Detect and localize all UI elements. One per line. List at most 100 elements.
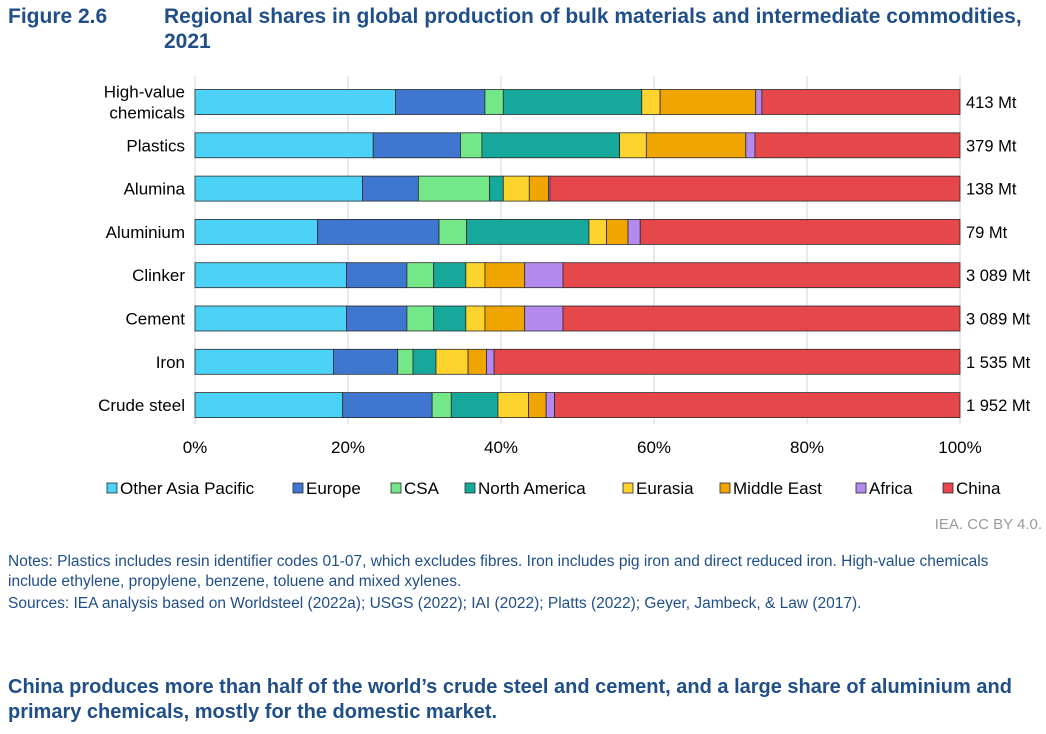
bar-segment: [524, 305, 564, 332]
x-tick-label: 80%: [790, 438, 824, 457]
bar-segment: [406, 262, 435, 289]
bar-segment: [524, 262, 564, 289]
bar-segment: [484, 262, 526, 289]
bar-segment: [346, 262, 408, 289]
bar-segment: [194, 218, 318, 245]
bar-segment: [659, 89, 757, 115]
bar-segment: [606, 218, 629, 245]
bar-segment: [460, 132, 483, 159]
bar-segment: [406, 305, 435, 332]
bar-segment: [562, 305, 961, 332]
key-takeaway: China produces more than half of the wor…: [8, 676, 1012, 723]
total-label: 379 Mt: [966, 137, 1017, 155]
bar-segment: [641, 89, 661, 115]
total-label: 413 Mt: [966, 94, 1017, 112]
bar-segment: [412, 348, 437, 375]
bar-segment: [194, 262, 347, 289]
total-labels: 413 Mt 379 Mt 138 Mt 79 Mt 3 089 Mt 3 089 Mt 1…: [966, 94, 1031, 415]
bar-segment: [194, 305, 347, 332]
legend-label: North America: [478, 479, 586, 498]
total-label: 79 Mt: [966, 224, 1008, 242]
bar-segment: [489, 175, 504, 202]
bar-segment: [435, 348, 469, 375]
bar-segment: [645, 132, 747, 159]
bar-segment: [433, 305, 467, 332]
total-label: 3 089 Mt: [966, 311, 1031, 329]
bar-segment: [194, 132, 374, 159]
bar-segment: [417, 175, 490, 202]
total-label: 138 Mt: [966, 181, 1017, 199]
figure-title: Regional shares in global production of …: [164, 5, 1022, 53]
legend-label: Middle East: [733, 479, 822, 498]
bar-segment: [549, 175, 961, 202]
bar-segment: [528, 392, 547, 419]
category-label: Plastics: [126, 136, 185, 155]
legend-label: Africa: [869, 479, 913, 498]
bar-segment: [194, 89, 396, 115]
bar-segment: [639, 218, 961, 245]
bar-segment: [316, 218, 440, 245]
bar-segment: [562, 262, 961, 289]
category-label: Cement: [125, 310, 185, 329]
bar-segment: [431, 392, 452, 419]
bar-segment: [333, 348, 399, 375]
bar-segment: [554, 392, 961, 419]
bar-segment: [627, 218, 641, 245]
bar-segment: [433, 262, 467, 289]
bar-segment: [588, 218, 607, 245]
x-tick-label: 0%: [183, 438, 208, 457]
notes-text: Notes: Plastics includes resin identifie…: [8, 553, 989, 590]
total-label: 3 089 Mt: [966, 267, 1031, 285]
legend-label: Eurasia: [636, 479, 694, 498]
bar-segment: [194, 392, 344, 419]
legend-swatch: [390, 482, 402, 494]
total-label: 1 952 Mt: [966, 397, 1031, 415]
bar-segment: [194, 175, 363, 202]
bar-segment: [761, 89, 961, 115]
bar-segment: [481, 132, 620, 159]
chart-legend: Other Asia Pacific Europe CSA North America…: [106, 479, 1001, 498]
bar-segment: [438, 218, 467, 245]
chart-credit: IEA. CC BY 4.0.: [934, 516, 1042, 533]
bar-segment: [619, 132, 647, 159]
x-tick-label: 60%: [637, 438, 671, 457]
sources-text: Sources: IEA analysis based on Worldstee…: [8, 595, 862, 612]
x-tick-label: 100%: [938, 438, 981, 457]
legend-label: China: [956, 479, 1001, 498]
bar-segment: [502, 89, 643, 115]
category-label: Alumina: [124, 180, 186, 199]
category-label: Crude steel: [98, 396, 185, 415]
x-tick-label: 20%: [331, 438, 365, 457]
category-labels: High-value chemicals Plastics Alumina Alumin…: [98, 83, 185, 416]
bar-segment: [545, 392, 555, 419]
bar-segment: [362, 175, 419, 202]
figure-header: Figure 2.6 Regional shares in global pro…: [8, 4, 1038, 54]
bar-segment: [346, 305, 408, 332]
legend-swatch: [855, 482, 867, 494]
legend-label: CSA: [404, 479, 440, 498]
bar-segment: [194, 348, 334, 375]
bar-segment: [484, 305, 526, 332]
stacked-bar-chart: High-value chemicals Plastics Alumina Alumin…: [98, 76, 1031, 498]
bar-segment: [467, 348, 487, 375]
x-tick-label: 40%: [484, 438, 518, 457]
bar-segment: [372, 132, 461, 159]
bar-segment: [484, 89, 504, 115]
total-label: 1 535 Mt: [966, 354, 1031, 372]
bar-segment: [493, 348, 961, 375]
notes-block: Notes: Plastics includes resin identifie…: [8, 552, 1038, 616]
bar-segment: [465, 262, 486, 289]
category-label: chemicals: [109, 104, 185, 123]
legend-swatch: [942, 482, 954, 494]
bar-segment: [397, 348, 414, 375]
legend-label: Other Asia Pacific: [120, 479, 255, 498]
bar-segment: [528, 175, 549, 202]
bar-segment: [486, 348, 495, 375]
bar-segment: [754, 132, 961, 159]
legend-swatch: [106, 482, 118, 494]
x-axis-tick-labels: 0% 20% 40% 60% 80% 100%: [183, 438, 982, 457]
bar-segment: [466, 218, 590, 245]
figure-number: Figure 2.6: [8, 5, 108, 28]
bar-segment: [342, 392, 433, 419]
category-label: High-value: [104, 83, 185, 102]
